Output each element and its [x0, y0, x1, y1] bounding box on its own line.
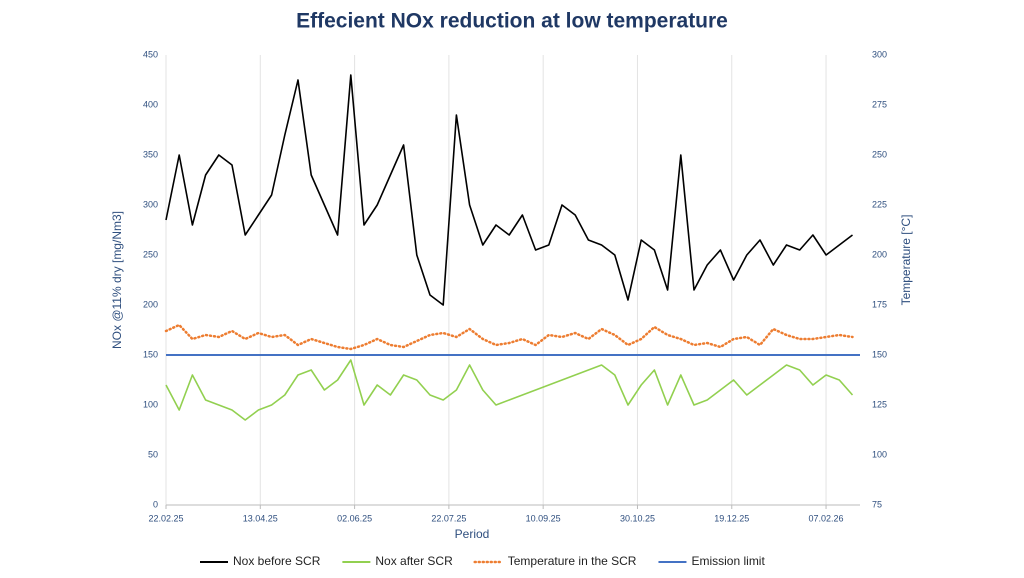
series-line: [165, 74, 853, 306]
legend-label: Temperature in the SCR: [508, 554, 637, 568]
x-tick-label: 02.06.25: [337, 513, 372, 523]
y2-tick-label: 300: [872, 49, 887, 59]
x-tick-label: 22.02.25: [148, 513, 183, 523]
legend-label: Nox before SCR: [233, 554, 321, 568]
y2-tick-label: 225: [872, 199, 887, 209]
chart-title: Effecient NOx reduction at low temperatu…: [296, 10, 728, 33]
y2-tick-label: 275: [872, 99, 887, 109]
y2-axis-title: Temperature [°C]: [899, 215, 913, 306]
y2-tick-label: 150: [872, 349, 887, 359]
series-line: [164, 323, 854, 351]
x-tick-label: 10.09.25: [526, 513, 561, 523]
y2-tick-label: 100: [872, 449, 887, 459]
y-tick-label: 450: [143, 49, 158, 59]
y2-tick-label: 175: [872, 299, 887, 309]
x-tick-label: 30.10.25: [620, 513, 655, 523]
y2-tick-label: 250: [872, 149, 887, 159]
legend-label: Nox after SCR: [375, 554, 453, 568]
y2-tick-label: 125: [872, 399, 887, 409]
y2-tick-label: 200: [872, 249, 887, 259]
series-line: [165, 359, 854, 421]
x-tick-label: 07.02.26: [809, 513, 844, 523]
y-tick-label: 150: [143, 349, 158, 359]
y-tick-label: 100: [143, 399, 158, 409]
x-axis-title: Period: [455, 527, 490, 541]
y2-tick-label: 75: [872, 499, 882, 509]
y-tick-label: 250: [143, 249, 158, 259]
x-tick-label: 13.04.25: [243, 513, 278, 523]
y-tick-label: 50: [148, 449, 158, 459]
y-tick-label: 200: [143, 299, 158, 309]
y-tick-label: 350: [143, 149, 158, 159]
y-tick-label: 300: [143, 199, 158, 209]
y-tick-label: 400: [143, 99, 158, 109]
x-tick-label: 19.12.25: [714, 513, 749, 523]
x-tick-label: 22.07.25: [431, 513, 466, 523]
y-tick-label: 0: [153, 499, 158, 509]
legend-label: Emission limit: [691, 554, 765, 568]
y-axis-title: NOx @11% dry [mg/Nm3]: [110, 211, 124, 349]
